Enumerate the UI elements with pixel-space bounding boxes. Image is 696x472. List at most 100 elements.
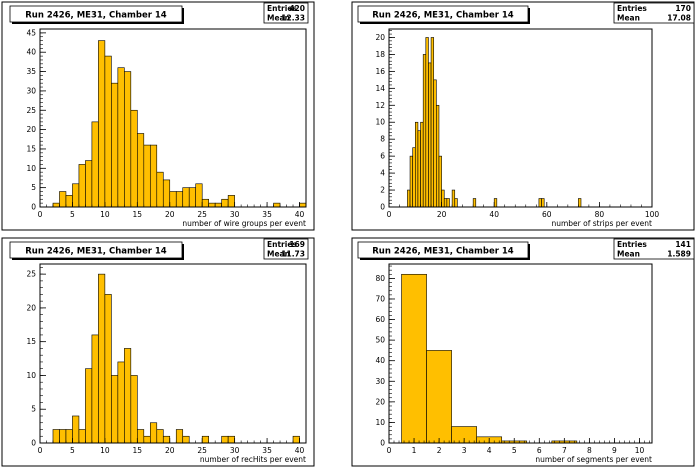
histogram-bar [175,429,184,444]
x-tick-label: 8 [587,446,592,455]
x-tick-label: 30 [230,210,240,219]
y-tick-label: 50 [375,336,385,345]
y-tick-label: 10 [375,118,385,127]
y-axis: 0 5 10 15 20 25 30 35 40 45 [26,28,46,212]
histogram-bar [182,187,190,208]
histogram-bar [409,155,413,208]
x-tick-label: 6 [537,446,542,455]
stats-box [613,238,695,260]
x-tick-label: 1 [412,446,417,455]
histogram-bar [104,294,112,444]
x-tick-label: 40 [295,210,305,219]
histogram-bar [52,202,60,208]
histogram-bar [417,130,421,208]
histogram-bar [137,133,145,208]
y-tick-label: 20 [375,33,385,42]
histogram-bar [436,104,440,208]
x-tick-label: 15 [133,446,143,455]
x-tick-label: 0 [38,446,43,455]
stats-mean-value: 11.73 [281,250,305,259]
x-tick-label: 10 [635,446,645,455]
x-tick-label: 80 [595,210,605,219]
histogram-bar [538,198,542,208]
histogram-bar [52,429,60,444]
stats-mean-label: Mean [617,250,640,259]
x-tick-label: 25 [197,446,207,455]
y-tick-label: 10 [375,418,385,427]
x-tick-label: 2 [437,446,442,455]
x-tick-label: 60 [542,210,552,219]
histogram-bar [438,155,442,208]
x-axis: 0 5 10 15 20 25 30 35 40 [38,438,307,455]
histogram-bar [117,361,125,444]
y-tick-label: 60 [375,315,385,324]
histogram-bar [407,189,411,208]
histogram-bars [52,40,307,208]
histogram-bar [111,375,119,444]
histogram-bar [59,429,67,444]
histogram-bar [162,435,171,444]
histogram-bar [65,195,73,208]
y-tick-label: 70 [375,294,385,303]
y-tick-label: 35 [26,67,36,76]
histogram-panel-1: 0 5 10 15 20 25 30 35 40 0 5 10 15 20 25 30 35 40 45 number… [1,1,315,231]
histogram-bar [130,109,138,208]
y-tick-label: 0 [380,439,385,448]
x-tick-label: 30 [230,446,240,455]
x-tick-label: 5 [70,446,75,455]
title-box [357,241,529,259]
histogram-bar [433,79,437,208]
y-axis: 0 2 4 6 8 10 12 14 16 18 20 [375,30,395,212]
y-tick-label: 0 [380,203,385,212]
plot-frame [388,263,653,444]
stats-box [263,238,309,260]
x-tick-label: 3 [462,446,467,455]
histogram-bar [91,334,99,444]
histogram-bar [422,54,427,208]
stats-mean-value: 17.08 [667,14,691,23]
histogram-bar [169,191,177,208]
histogram-bar [188,187,197,208]
stats-entries-value: 170 [675,4,691,13]
histogram-bar [182,435,190,444]
y-tick-label: 0 [31,203,36,212]
stats-mean-label: Mean [267,14,290,23]
x-tick-label: 7 [562,446,567,455]
x-tick-label: 40 [489,210,499,219]
histogram-bar [72,415,80,444]
histogram-bar [208,202,216,208]
y-tick-label: 30 [375,377,385,386]
plot-frame [39,263,307,444]
histogram-bar [446,198,450,208]
y-axis: 0 5 10 15 20 25 [26,267,46,448]
histogram-bar [420,121,424,208]
histogram-bar [430,37,435,208]
histogram-bar [59,191,67,208]
histogram-bar [149,144,158,208]
histogram-bar [162,179,171,208]
stats-box [263,2,309,24]
histogram-bar [72,183,80,208]
pad-frame [351,1,695,231]
x-tick-label: 15 [133,210,143,219]
stats-entries-label: Entries [267,4,297,13]
histogram-bar [85,368,93,444]
histogram-bar [425,37,429,208]
histogram-bars [52,273,300,444]
histogram-bar [156,171,164,208]
x-axis-title: number of recHits per event [200,455,306,464]
y-tick-label: 10 [26,371,36,380]
x-axis-title: number of wire groups per event [182,219,306,228]
histogram-bar [299,202,307,208]
histogram-bar [451,189,456,208]
histogram-bars [401,273,578,444]
y-tick-label: 15 [26,337,36,346]
histogram-bar [124,348,132,444]
y-tick-label: 18 [375,50,385,59]
histogram-bar [273,202,281,208]
histogram-bar [195,183,203,208]
x-tick-label: 25 [197,210,207,219]
x-tick-label: 0 [387,446,392,455]
histogram-bar [111,82,119,208]
histogram-bar [143,435,151,444]
